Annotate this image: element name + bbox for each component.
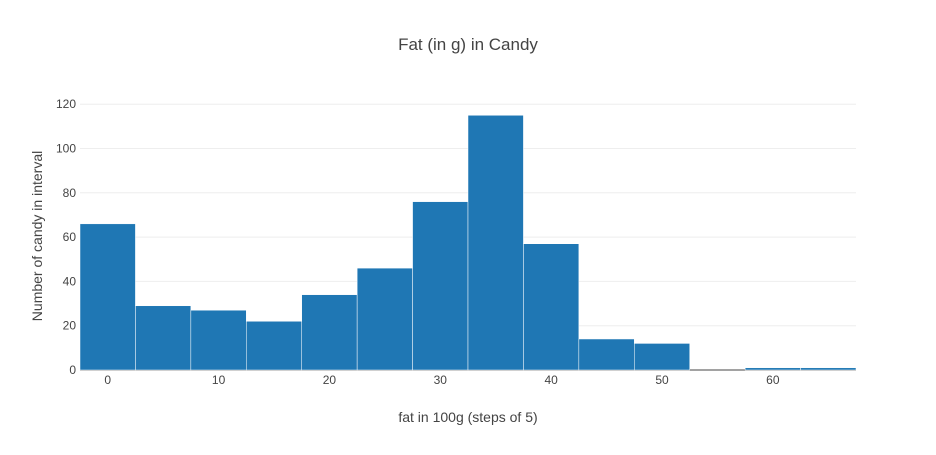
chart-title: Fat (in g) in Candy — [398, 35, 538, 54]
x-tick-label: 60 — [766, 373, 780, 387]
bars — [79, 115, 857, 371]
histogram-bar — [744, 367, 801, 371]
y-tick-label: 120 — [56, 97, 76, 111]
histogram-bar — [800, 367, 857, 371]
x-tick-labels: 0 10 20 30 40 50 60 — [104, 373, 779, 387]
histogram-bar — [523, 243, 580, 371]
y-axis-title: Number of candy in interval — [29, 151, 45, 321]
y-tick-label: 100 — [56, 142, 76, 156]
histogram-bar — [356, 267, 413, 371]
x-axis-title: fat in 100g (steps of 5) — [398, 409, 537, 425]
x-tick-label: 0 — [104, 373, 111, 387]
y-tick-label: 40 — [63, 274, 77, 288]
histogram-bar — [578, 338, 635, 371]
histogram-bar — [246, 321, 302, 371]
histogram-bar — [135, 305, 192, 371]
x-tick-label: 30 — [434, 373, 448, 387]
x-tick-label: 50 — [655, 373, 669, 387]
histogram-bar — [412, 201, 469, 371]
y-tick-label: 0 — [69, 363, 76, 377]
histogram-bar — [467, 115, 524, 371]
x-tick-label: 40 — [544, 373, 558, 387]
y-tick-label: 60 — [63, 230, 77, 244]
histogram-bar — [190, 309, 247, 371]
y-tick-labels: 0 20 40 60 80 100 120 — [56, 97, 76, 377]
y-tick-label: 20 — [63, 319, 77, 333]
x-tick-label: 20 — [323, 373, 337, 387]
histogram-bar — [634, 343, 690, 371]
y-tick-label: 80 — [63, 186, 77, 200]
histogram-bar — [79, 223, 136, 371]
x-tick-label: 10 — [212, 373, 226, 387]
histogram-bar — [301, 294, 358, 371]
